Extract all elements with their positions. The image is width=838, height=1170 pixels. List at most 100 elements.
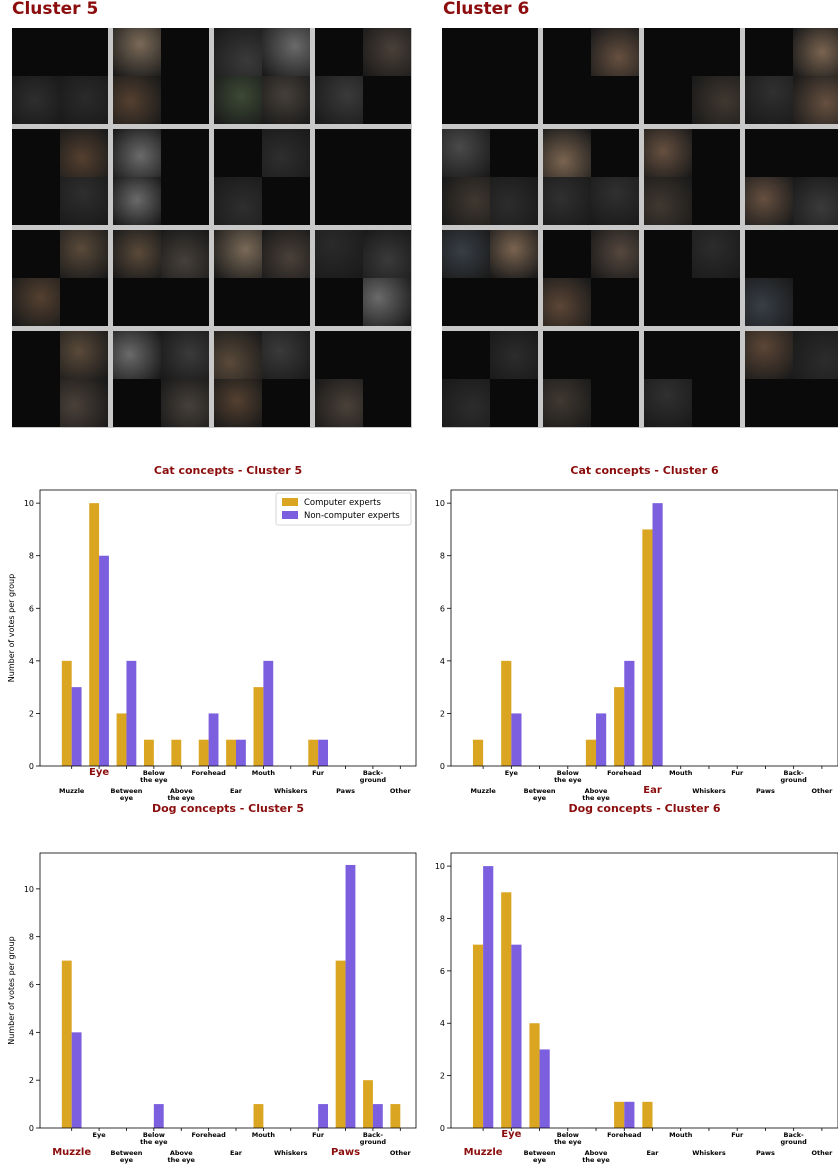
bar bbox=[472, 944, 484, 1128]
bar bbox=[596, 713, 607, 766]
thumbnail bbox=[315, 28, 411, 124]
bar bbox=[642, 1101, 653, 1128]
thumbnail bbox=[745, 331, 838, 427]
bar bbox=[585, 739, 597, 766]
bar bbox=[253, 1104, 264, 1128]
bar bbox=[614, 687, 625, 766]
thumbnail bbox=[442, 331, 538, 427]
cluster-5-title: Cluster 5 bbox=[12, 0, 99, 19]
x-tick-label: Other bbox=[811, 1149, 833, 1157]
thumbnail bbox=[214, 129, 310, 225]
bar bbox=[642, 529, 653, 766]
x-tick-label: Muzzle bbox=[52, 1147, 91, 1158]
y-tick-label: 4 bbox=[29, 657, 34, 666]
chart-title: Dog concepts - Cluster 5 bbox=[152, 802, 304, 815]
legend bbox=[275, 492, 412, 526]
y-tick-label: 10 bbox=[435, 862, 445, 871]
x-tick-label: Below the eye bbox=[554, 769, 582, 784]
y-axis-label: Number of votes per group bbox=[7, 574, 16, 682]
thumbnail bbox=[12, 129, 108, 225]
bar bbox=[61, 960, 72, 1128]
bar bbox=[61, 660, 72, 766]
cluster-6-title: Cluster 6 bbox=[443, 0, 530, 19]
bar bbox=[372, 1104, 383, 1128]
y-tick-label: 4 bbox=[29, 1028, 34, 1037]
bar bbox=[614, 1101, 625, 1128]
cat-concepts-cluster-5-chart: Cat concepts - Cluster 5 0 2 4 6 8 10 Number of… bbox=[7, 464, 417, 802]
y-tick-label: 2 bbox=[440, 1072, 445, 1081]
thumbnail bbox=[442, 28, 538, 124]
thumbnail bbox=[113, 129, 209, 225]
plot-frame bbox=[39, 489, 417, 767]
x-tick-label: Other bbox=[390, 1149, 412, 1157]
thumbnail bbox=[214, 230, 310, 326]
bar bbox=[539, 1049, 550, 1128]
x-tick-label: Paws bbox=[336, 787, 355, 795]
x-tick-label: Between eye bbox=[524, 1149, 556, 1164]
bar bbox=[652, 503, 663, 766]
x-tick-label: Above the eye bbox=[582, 787, 610, 802]
x-tick-label: Above the eye bbox=[167, 1149, 195, 1164]
bar bbox=[236, 739, 246, 766]
x-tick-label: Forehead bbox=[191, 1131, 226, 1139]
chart-title: Cat concepts - Cluster 5 bbox=[154, 464, 302, 477]
thumbnail bbox=[644, 129, 740, 225]
x-tick-label: Between eye bbox=[524, 787, 556, 802]
x-tick-label: Mouth bbox=[669, 1131, 693, 1139]
thumbnail bbox=[745, 28, 838, 124]
thumbnail bbox=[315, 230, 411, 326]
bar bbox=[99, 555, 109, 766]
plot-frame bbox=[450, 852, 838, 1129]
bar bbox=[226, 739, 236, 766]
thumbnail bbox=[315, 331, 411, 427]
y-tick-label: 10 bbox=[24, 885, 34, 894]
y-tick-label: 2 bbox=[29, 1076, 34, 1085]
thumbnail bbox=[12, 331, 108, 427]
x-tick-label: Below the eye bbox=[554, 1131, 582, 1146]
thumbnail bbox=[543, 28, 639, 124]
x-tick-label: Mouth bbox=[252, 1131, 276, 1139]
legend-label: Computer experts bbox=[304, 498, 382, 508]
thumbnail bbox=[442, 230, 538, 326]
bar bbox=[208, 713, 219, 766]
x-tick-label: Back-ground bbox=[360, 769, 387, 784]
x-tick-label: Muzzle bbox=[470, 787, 496, 795]
bar bbox=[171, 739, 182, 766]
bar bbox=[529, 1023, 540, 1128]
x-tick-label: Paws bbox=[331, 1147, 360, 1158]
y-tick-label: 8 bbox=[29, 933, 34, 942]
thumbnail bbox=[113, 230, 209, 326]
x-tick-label: Eye bbox=[93, 1131, 107, 1139]
bar bbox=[472, 739, 484, 766]
bar bbox=[126, 660, 137, 766]
y-tick-label: 4 bbox=[440, 1019, 445, 1028]
y-axis-label: Number of votes per group bbox=[7, 936, 16, 1044]
y-tick-label: 0 bbox=[440, 1124, 445, 1133]
thumbnail bbox=[543, 230, 639, 326]
x-tick-label: Eye bbox=[505, 769, 519, 777]
x-tick-label: Fur bbox=[731, 769, 744, 777]
legend-swatch bbox=[282, 498, 298, 506]
x-tick-label: Paws bbox=[756, 787, 775, 795]
thumbnail bbox=[113, 331, 209, 427]
thumbnail bbox=[315, 129, 411, 225]
bar bbox=[624, 660, 635, 766]
x-tick-label: Fur bbox=[731, 1131, 744, 1139]
thumbnail bbox=[442, 129, 538, 225]
bar bbox=[624, 1101, 635, 1128]
thumbnail bbox=[214, 28, 310, 124]
x-tick-label: Back-ground bbox=[781, 1131, 808, 1146]
cat-concepts-cluster-6-chart: Cat concepts - Cluster 6 0 2 4 6 8 10 Muzzle Eye… bbox=[435, 464, 838, 802]
x-tick-label: Between eye bbox=[111, 787, 143, 802]
x-tick-label: Muzzle bbox=[59, 787, 85, 795]
x-tick-label: Back-ground bbox=[781, 769, 808, 784]
bar bbox=[390, 1104, 401, 1128]
x-tick-label: Ear bbox=[230, 1149, 243, 1157]
cluster-5-image-grid bbox=[12, 28, 412, 428]
bar bbox=[363, 1080, 373, 1128]
bar bbox=[253, 687, 264, 766]
y-tick-label: 6 bbox=[29, 981, 34, 990]
thumbnail bbox=[644, 230, 740, 326]
x-tick-label: Above the eye bbox=[167, 787, 195, 802]
x-tick-label: Below the eye bbox=[140, 1131, 168, 1146]
